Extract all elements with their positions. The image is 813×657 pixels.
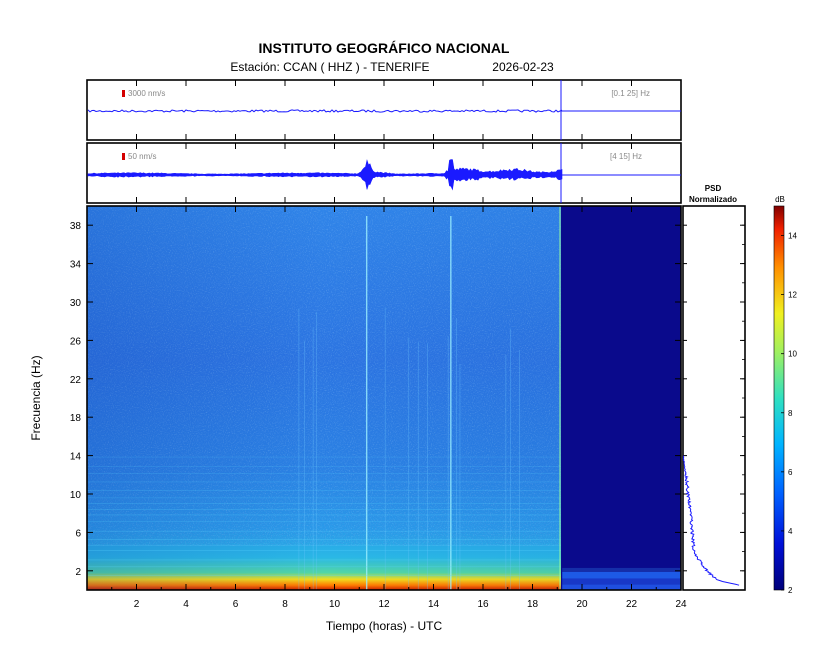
- colorbar-ticks: 14 12 10 8 6 4 2: [781, 232, 797, 595]
- no-data-band: [562, 567, 681, 572]
- y-tick-label: 38: [70, 221, 82, 232]
- colorbar-tick-label: 14: [788, 232, 797, 241]
- trace-band-label: [4 15] Hz: [610, 152, 642, 161]
- y-tick-label: 30: [70, 298, 82, 309]
- psd-title: PSD: [705, 184, 722, 193]
- x-tick-label: 12: [378, 599, 390, 610]
- station-label: Estación: CCAN ( HHZ ) - TENERIFE: [230, 60, 429, 74]
- y-tick-label: 22: [70, 375, 82, 386]
- x-tick-label: 4: [183, 599, 189, 610]
- x-tick-label: 18: [527, 599, 539, 610]
- y-tick-label: 14: [70, 452, 82, 463]
- colorbar-tick-label: 6: [788, 468, 793, 477]
- x-tick-label: 22: [626, 599, 638, 610]
- y-tick-label: 6: [75, 528, 81, 539]
- colorbar-tick-label: 2: [788, 586, 793, 595]
- x-tick-label: 24: [675, 599, 687, 610]
- trace-ticks: [136, 143, 682, 203]
- y-tick-label: 10: [70, 490, 82, 501]
- trace-panel-filtered: 50 nm/s [4 15] Hz: [86, 142, 682, 204]
- x-tick-label: 10: [329, 599, 341, 610]
- trace-band-label: [0.1 25] Hz: [611, 89, 650, 98]
- colorbar-tick-label: 10: [788, 350, 797, 359]
- seismic-trace-broadband: [87, 109, 563, 113]
- trace-ticks: [136, 80, 682, 140]
- x-tick-label: 20: [576, 599, 588, 610]
- x-tick-label: 6: [233, 599, 239, 610]
- psd-curve: [682, 455, 740, 586]
- y-tick-label: 18: [70, 413, 82, 424]
- x-tick-label: 16: [477, 599, 489, 610]
- x-tick-label: 14: [428, 599, 440, 610]
- x-tick-label: 8: [282, 599, 288, 610]
- x-axis-label: Tiempo (horas) - UTC: [326, 619, 443, 633]
- spectrogram-event-lines: [87, 216, 563, 590]
- x-axis-ticks: 2 4 6 8 10 12 14 16 18 20 22 24: [111, 206, 687, 610]
- trace-scale-label: 50 nm/s: [128, 152, 156, 161]
- spectrogram-no-data-area: [561, 206, 681, 590]
- y-axis-label: Frecuencia (Hz): [29, 355, 43, 440]
- y-tick-label: 26: [70, 336, 82, 347]
- trace-scale-label: 3000 nm/s: [128, 89, 165, 98]
- psd-panel: PSD Normalizado: [682, 184, 746, 591]
- no-data-band: [562, 578, 681, 585]
- colorbar: dB 14 12 10 8 6 4 2: [773, 195, 797, 595]
- trace-panel-broadband: 3000 nm/s [0.1 25] Hz: [86, 79, 682, 141]
- x-tick-label: 2: [134, 599, 140, 610]
- institution-title: INSTITUTO GEOGRÁFICO NACIONAL: [259, 40, 510, 56]
- psd-subtitle: Normalizado: [689, 195, 737, 204]
- seismic-trace-filtered: [87, 159, 563, 191]
- scale-marker: [122, 90, 125, 97]
- date-label: 2026-02-23: [492, 60, 554, 74]
- colorbar-tick-label: 12: [788, 291, 797, 300]
- colorbar-unit: dB: [775, 195, 785, 204]
- colorbar-tick-label: 4: [788, 527, 793, 536]
- no-data-band: [562, 584, 681, 590]
- y-tick-label: 2: [75, 567, 81, 578]
- no-data-band: [562, 571, 681, 579]
- colorbar-tick-label: 8: [788, 409, 793, 418]
- y-tick-label: 34: [70, 260, 82, 271]
